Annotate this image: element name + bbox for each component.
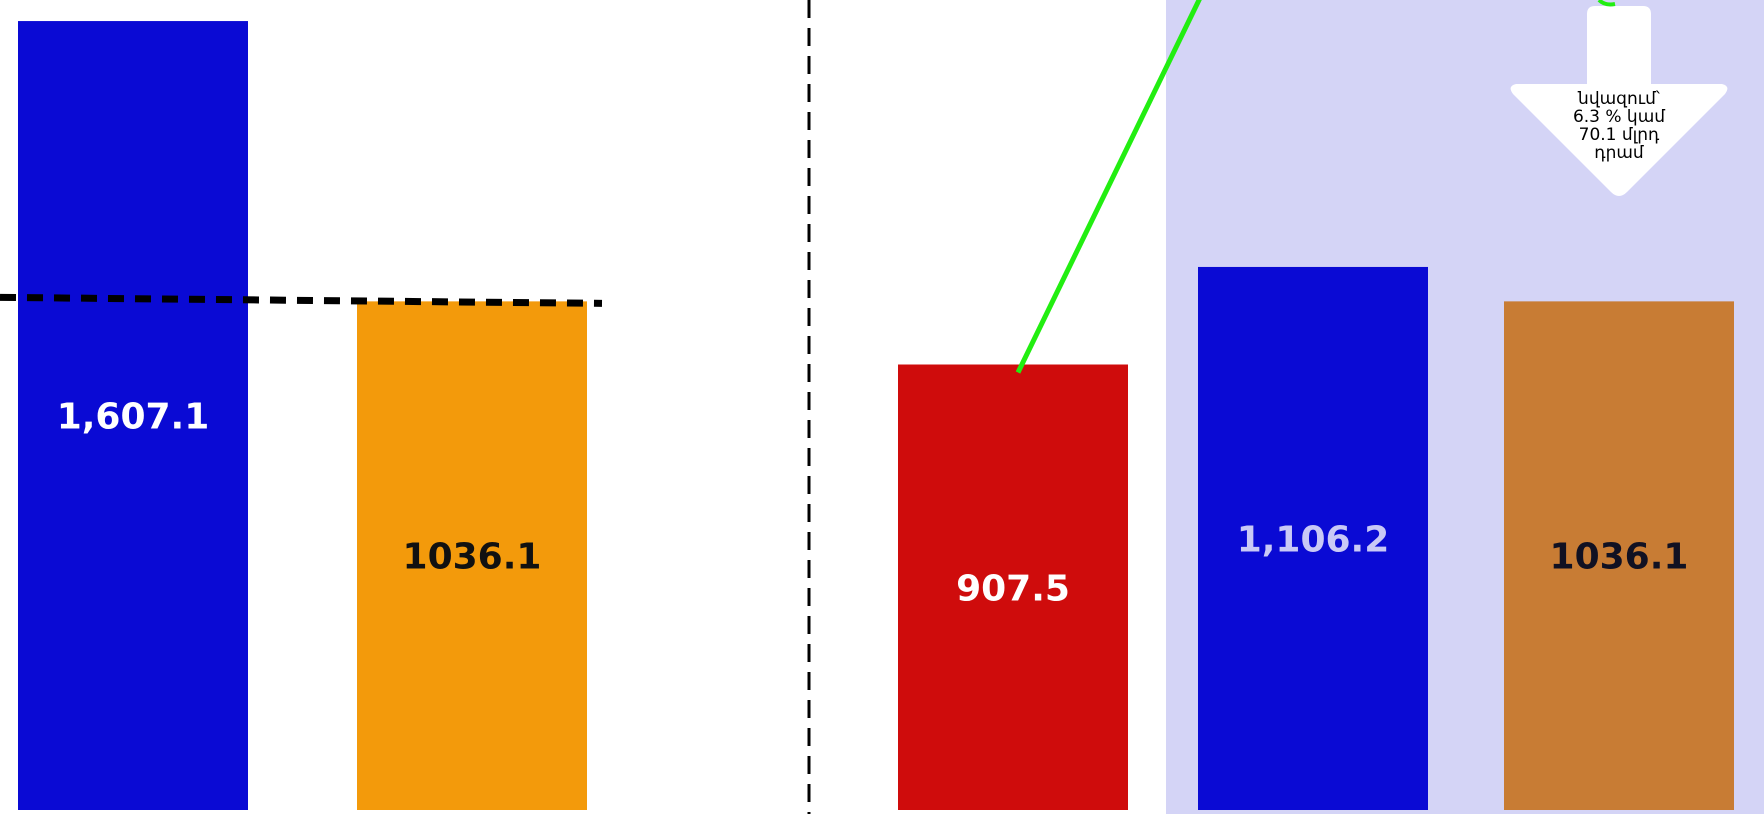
arrow-annotation-text: 6.3 % կամ <box>1573 107 1665 127</box>
bar-value-label: 1036.1 <box>1550 537 1689 578</box>
arrow-annotation-text: դրամ <box>1594 143 1644 163</box>
bar <box>1198 266 1428 810</box>
reference-line <box>0 293 603 307</box>
bar <box>357 301 587 810</box>
down-arrow-shape <box>1510 6 1728 196</box>
bar-series <box>18 21 1734 811</box>
trend-line <box>1015 0 1202 374</box>
data-labels: 1,607.1 1036.1 907.5 1,106.2 1036.1 <box>57 397 1689 610</box>
bar <box>1504 301 1734 810</box>
arrow-annotation-text: նվազում՝ <box>1577 89 1660 109</box>
arrow-annotation-text: 70.1 մլրդ <box>1579 125 1660 145</box>
bar <box>898 364 1128 810</box>
trend-line-tip <box>1597 0 1616 7</box>
bar-value-label: 907.5 <box>956 568 1070 609</box>
bar <box>18 21 248 811</box>
bar-value-label: 1036.1 <box>403 537 542 578</box>
bar-value-label: 1,106.2 <box>1237 519 1390 560</box>
bar-value-label: 1,607.1 <box>57 397 210 438</box>
